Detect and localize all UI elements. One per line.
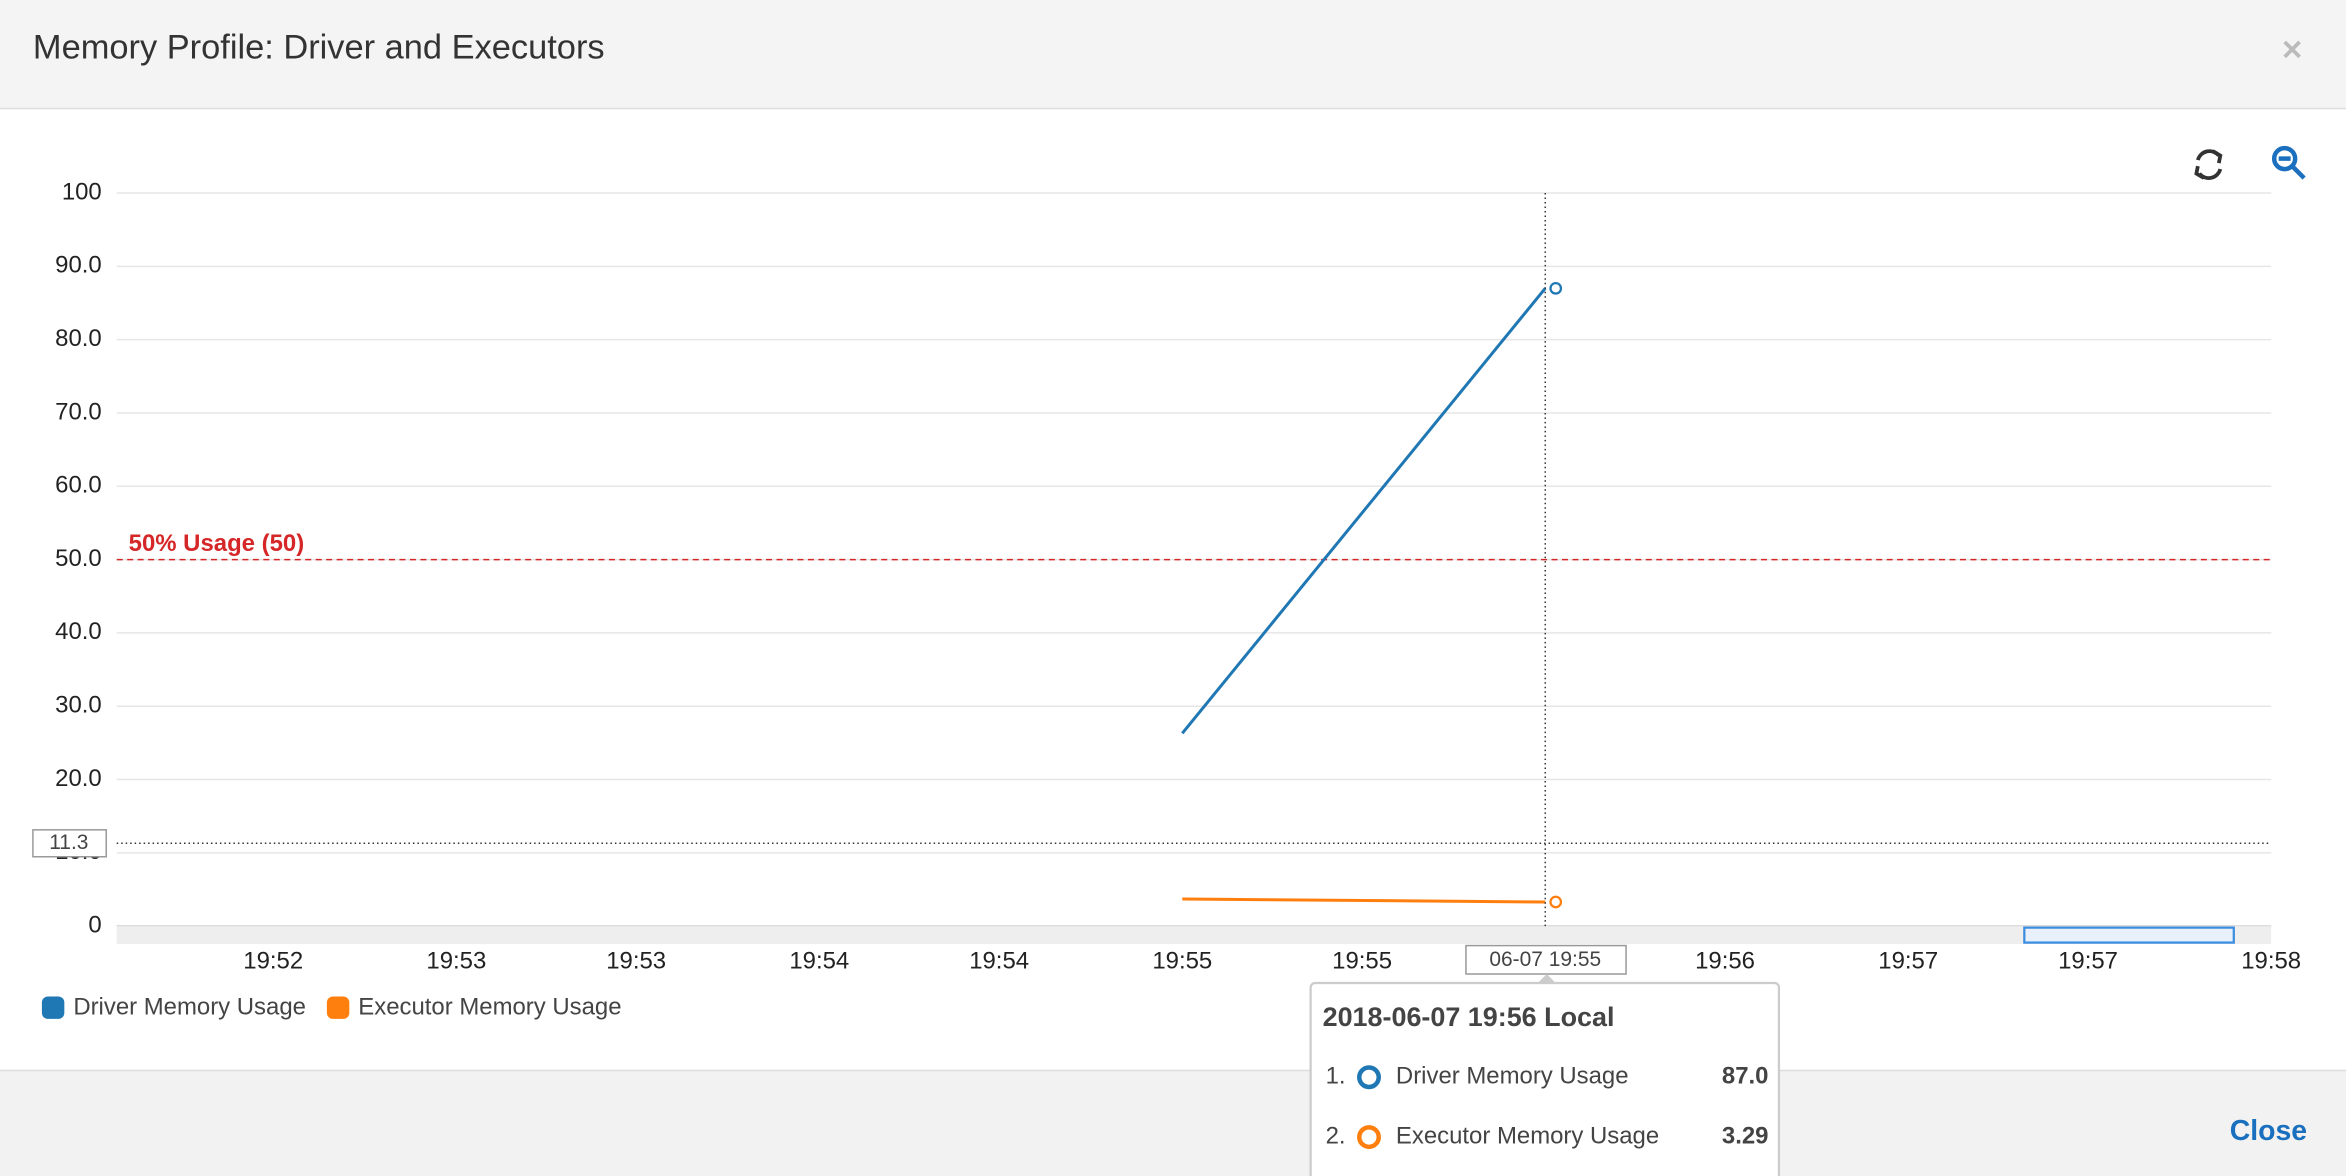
crosshair-y-box — [32, 829, 107, 858]
legend-label: Executor Memory Usage — [358, 994, 621, 1021]
navigator-window[interactable] — [2023, 926, 2235, 944]
y-tick-label: 60.0 — [55, 472, 102, 499]
x-tick-label: 19:56 — [1695, 947, 1755, 974]
y-tick-label: 0 — [88, 911, 101, 938]
x-tick-label: 19:53 — [426, 947, 486, 974]
series-line — [1181, 287, 1547, 735]
y-tick-label: 80.0 — [55, 325, 102, 352]
legend-label: Driver Memory Usage — [73, 994, 306, 1021]
threshold-label: 50% Usage (50) — [129, 530, 305, 557]
tooltip-name: Executor Memory Usage — [1396, 1122, 1659, 1149]
y-tick-label: 40.0 — [55, 618, 102, 645]
tooltip-index: 1. — [1326, 1063, 1346, 1090]
crosshair-x-label: 06-07 19:55 — [1489, 948, 1601, 971]
x-tick-label: 19:53 — [606, 947, 666, 974]
zoom-icon[interactable] — [2271, 145, 2306, 180]
x-tick-label: 19:58 — [2241, 947, 2301, 974]
overlay: 11.3 06-07 19:55 Driver Memory Usage Execut… — [32, 193, 2272, 1176]
x-tick-label: 19:54 — [969, 947, 1029, 974]
y-tick-label: 100 — [62, 178, 102, 205]
y-tick-label: 30.0 — [55, 692, 102, 719]
tooltip-title: 2018-06-07 19:56 Local — [1323, 1002, 1615, 1032]
tooltip-value: 87.0 — [1722, 1063, 1769, 1090]
tooltip-marker — [1357, 1125, 1381, 1150]
x-tick-label: 19:52 — [243, 947, 303, 974]
series-line — [1182, 897, 1546, 904]
legend-swatch — [326, 996, 350, 1019]
crosshair-x-box — [1465, 944, 1627, 975]
dialog-title: Memory Profile: Driver and Executors — [33, 28, 605, 66]
navigator — [116, 926, 2272, 945]
tooltip-pointer — [1537, 974, 1556, 983]
y-tick-label: 90.0 — [55, 252, 102, 279]
tooltip-index: 2. — [1326, 1122, 1346, 1149]
tooltip-name: Driver Memory Usage — [1396, 1063, 1629, 1090]
crosshair-y-label: 11.3 — [49, 831, 88, 854]
y-tick-label: 20.0 — [55, 765, 102, 792]
x-tick-label: 19:57 — [1878, 947, 1938, 974]
legend-swatch — [41, 996, 65, 1019]
hover-point — [1549, 281, 1563, 295]
x-tick-label: 19:55 — [1152, 947, 1212, 974]
tooltip — [1309, 981, 1781, 1176]
y-tick-label: 50.0 — [55, 545, 102, 572]
tooltip-marker — [1357, 1065, 1381, 1090]
refresh-icon[interactable] — [2194, 149, 2223, 180]
close-button[interactable]: Close — [2230, 1115, 2307, 1147]
close-icon[interactable] — [2283, 40, 2301, 59]
dialog-header — [0, 0, 2346, 108]
x-tick-label: 19:55 — [1332, 947, 1392, 974]
dialog-footer — [0, 1069, 2346, 1176]
x-tick-label: 19:54 — [789, 947, 849, 974]
plot: 010.020.030.040.050.060.070.080.090.0100… — [55, 178, 2301, 974]
x-tick-label: 19:57 — [2058, 947, 2118, 974]
y-tick-label: 70.0 — [55, 398, 102, 425]
tooltip-value: 3.29 — [1722, 1122, 1769, 1149]
hover-point — [1549, 895, 1563, 909]
